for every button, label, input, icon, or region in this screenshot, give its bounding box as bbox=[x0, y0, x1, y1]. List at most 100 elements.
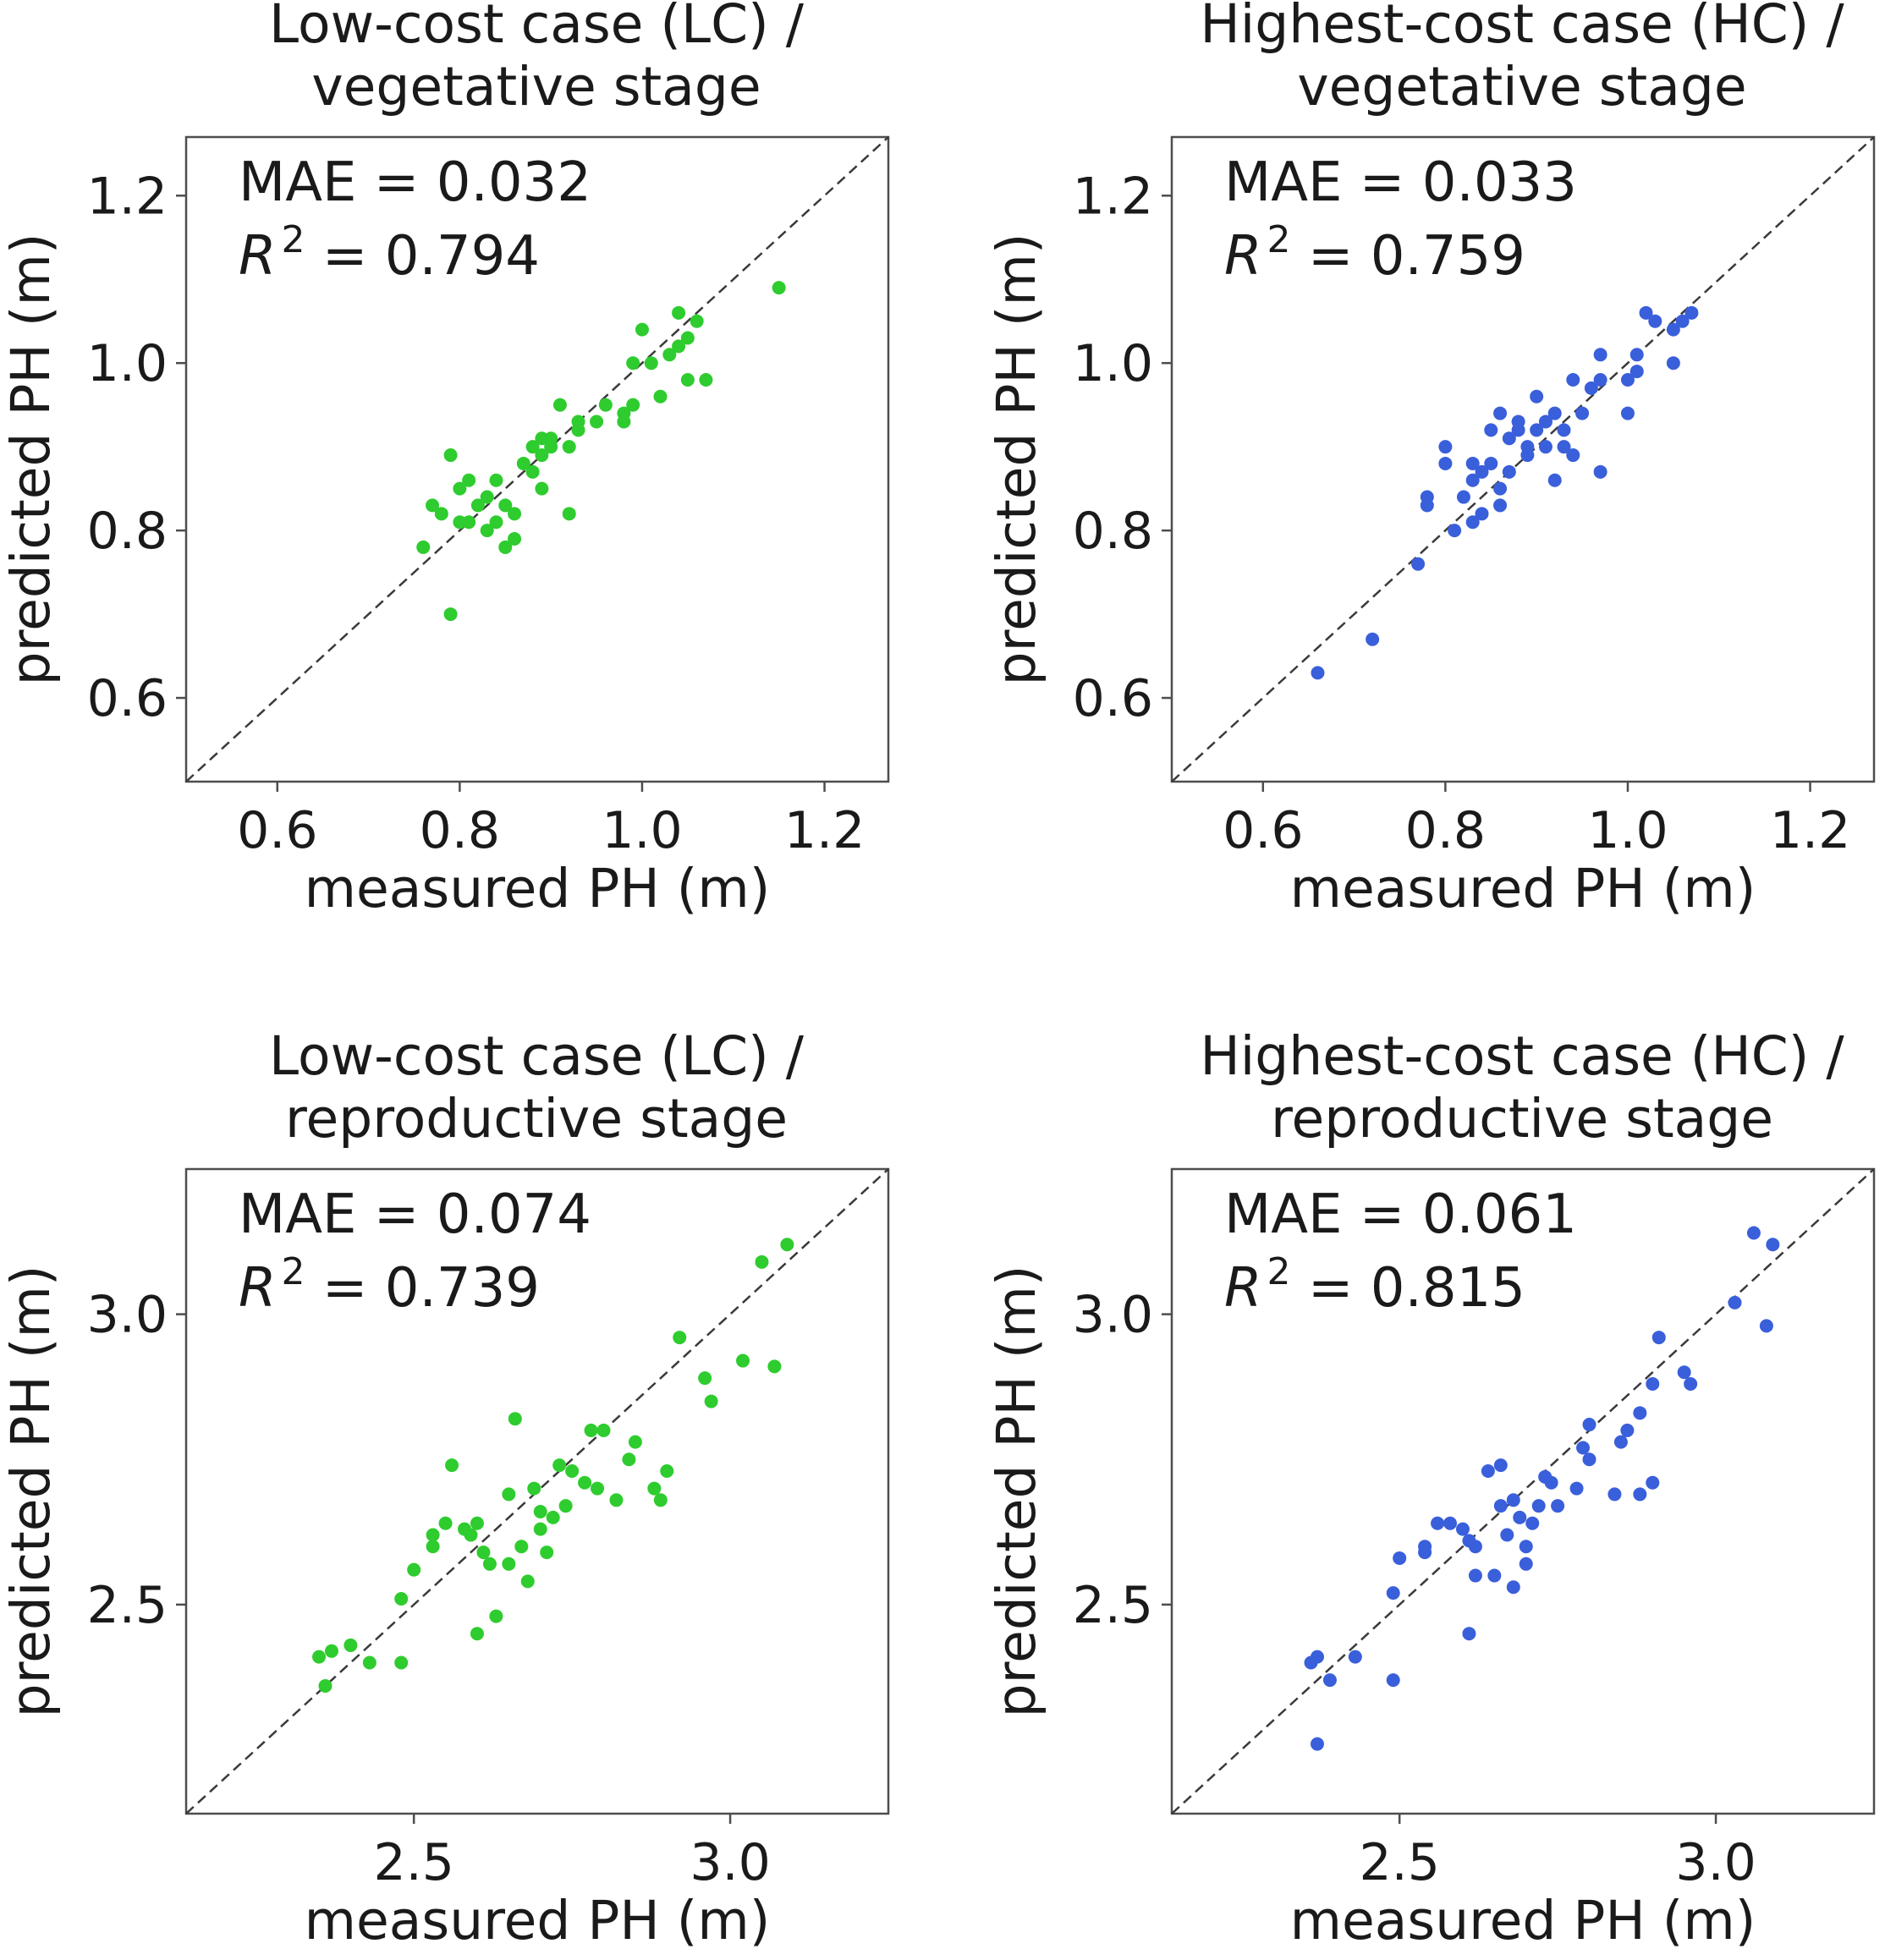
y-axis-label: predicted PH (m) bbox=[0, 233, 62, 686]
x-axis-label: measured PH (m) bbox=[1290, 858, 1756, 920]
scatter-panel-lc-reproductive: Low-cost case (LC) / reproductive stage … bbox=[0, 1025, 890, 1952]
y-axis-ticks: 2.5 3.0 bbox=[87, 1286, 186, 1635]
r2-superscript: 2 bbox=[281, 1250, 305, 1293]
x-tick-label: 0.6 bbox=[1223, 801, 1303, 860]
data-point bbox=[552, 1458, 567, 1473]
data-point bbox=[480, 490, 494, 504]
data-point bbox=[362, 1655, 376, 1670]
data-point bbox=[1530, 389, 1544, 404]
data-point bbox=[498, 540, 513, 554]
data-point bbox=[1438, 456, 1453, 470]
data-point bbox=[462, 473, 476, 487]
r2-value: = 0.759 bbox=[1290, 225, 1525, 288]
chart-title-line1: Low-cost case (LC) / bbox=[269, 0, 805, 55]
data-point bbox=[673, 1331, 687, 1345]
data-point bbox=[480, 524, 494, 538]
data-point bbox=[1502, 431, 1516, 446]
data-point bbox=[662, 348, 677, 362]
data-point bbox=[1520, 448, 1535, 463]
y-tick-label: 2.5 bbox=[87, 1576, 168, 1635]
data-point bbox=[1666, 356, 1680, 371]
data-point bbox=[591, 1481, 605, 1496]
r2-value: = 0.739 bbox=[305, 1257, 540, 1320]
data-point bbox=[1475, 507, 1489, 521]
data-point bbox=[1493, 1458, 1508, 1473]
data-point bbox=[1547, 473, 1562, 487]
data-point bbox=[1448, 524, 1462, 538]
data-point bbox=[544, 431, 558, 446]
data-point bbox=[1487, 1568, 1502, 1583]
y-axis-label: predicted PH (m) bbox=[986, 233, 1047, 686]
data-point bbox=[462, 515, 476, 530]
mae-annotation: MAE = 0.033 bbox=[1224, 151, 1577, 214]
data-point bbox=[1310, 1650, 1324, 1664]
data-point bbox=[1538, 440, 1553, 454]
data-point bbox=[1393, 1551, 1407, 1565]
data-point bbox=[552, 398, 567, 412]
data-point bbox=[1493, 481, 1508, 496]
data-point bbox=[672, 339, 686, 354]
r2-value: = 0.794 bbox=[305, 225, 540, 288]
data-point bbox=[489, 1609, 503, 1623]
identity-line bbox=[1171, 1168, 1875, 1815]
data-point bbox=[1582, 1452, 1596, 1467]
data-point bbox=[535, 448, 549, 463]
chart-title-line1: Low-cost case (LC) / bbox=[269, 1025, 805, 1087]
data-point bbox=[1593, 372, 1607, 387]
y-tick-label: 1.2 bbox=[87, 167, 168, 226]
data-point bbox=[508, 1412, 522, 1426]
x-axis-ticks: 0.6 0.8 1.0 1.2 bbox=[1223, 782, 1850, 860]
plot-area bbox=[184, 135, 890, 783]
data-point bbox=[1569, 1481, 1584, 1496]
data-point bbox=[535, 481, 549, 496]
data-point bbox=[502, 1556, 516, 1571]
data-point bbox=[470, 1516, 484, 1530]
data-point bbox=[470, 1627, 484, 1641]
data-point bbox=[1666, 322, 1680, 337]
data-point bbox=[1513, 1510, 1527, 1524]
y-tick-label: 1.2 bbox=[1073, 167, 1153, 226]
data-point bbox=[324, 1644, 338, 1658]
data-point bbox=[1633, 1406, 1647, 1420]
data-point bbox=[527, 1481, 541, 1496]
data-point bbox=[1593, 464, 1607, 479]
data-point bbox=[755, 1255, 769, 1269]
data-point bbox=[644, 356, 658, 371]
data-point bbox=[1465, 456, 1480, 470]
data-point bbox=[617, 406, 631, 420]
data-point bbox=[578, 1475, 592, 1490]
data-point bbox=[1620, 1423, 1635, 1437]
data-point bbox=[1500, 1528, 1514, 1542]
data-point bbox=[546, 1510, 560, 1524]
data-point bbox=[1438, 440, 1453, 454]
y-tick-label: 3.0 bbox=[87, 1286, 168, 1345]
x-tick-label: 1.0 bbox=[602, 801, 682, 860]
data-point bbox=[1566, 372, 1580, 387]
y-tick-label: 1.0 bbox=[87, 334, 168, 393]
chart-title-line2: reproductive stage bbox=[1271, 1088, 1773, 1150]
data-point bbox=[562, 440, 576, 454]
data-point bbox=[533, 1505, 547, 1519]
r2-superscript: 2 bbox=[1267, 1250, 1290, 1293]
data-point bbox=[780, 1238, 794, 1252]
y-axis-ticks: 2.5 3.0 bbox=[1073, 1286, 1172, 1635]
data-point bbox=[690, 314, 704, 328]
data-point bbox=[1651, 1331, 1666, 1345]
y-tick-label: 3.0 bbox=[1073, 1286, 1153, 1345]
data-point bbox=[1322, 1673, 1337, 1688]
data-point bbox=[767, 1359, 782, 1374]
mae-annotation: MAE = 0.061 bbox=[1224, 1183, 1577, 1246]
r2-superscript: 2 bbox=[1267, 218, 1290, 261]
mae-annotation: MAE = 0.032 bbox=[239, 151, 591, 214]
data-point bbox=[1502, 464, 1516, 479]
y-tick-label: 0.6 bbox=[1073, 669, 1153, 728]
data-point bbox=[426, 498, 440, 513]
data-point bbox=[1544, 1475, 1558, 1490]
data-point bbox=[502, 1487, 516, 1502]
data-point bbox=[1386, 1673, 1400, 1688]
data-point bbox=[1648, 314, 1662, 328]
y-tick-label: 0.8 bbox=[87, 502, 168, 561]
data-point bbox=[622, 1452, 636, 1467]
x-axis-label: measured PH (m) bbox=[305, 858, 771, 920]
